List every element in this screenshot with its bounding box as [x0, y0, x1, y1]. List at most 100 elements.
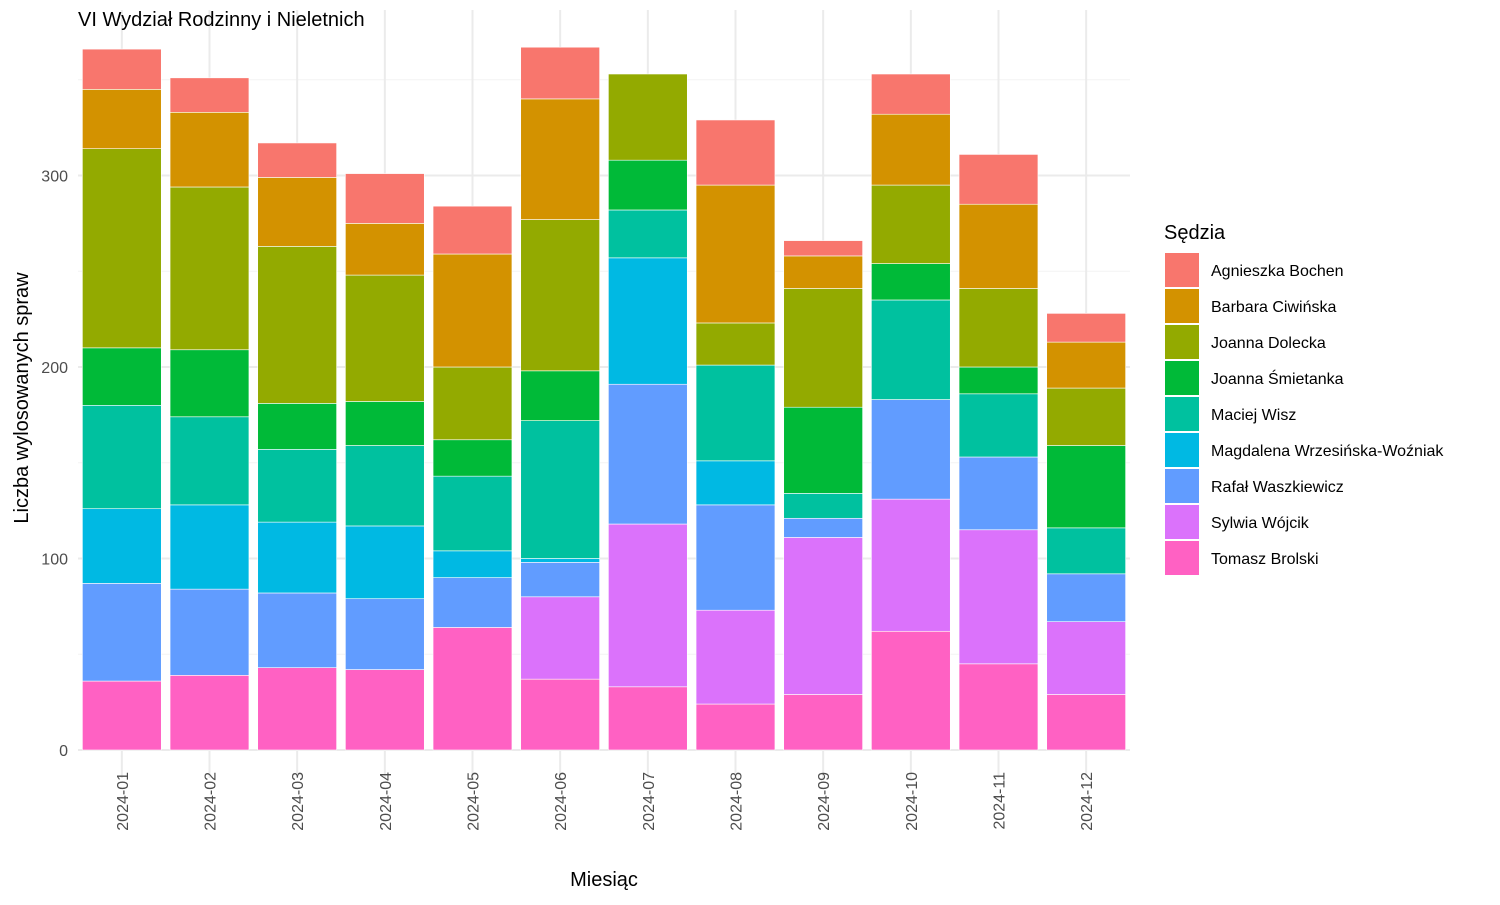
bar-segment [783, 406, 863, 494]
legend-title: Sędzia [1164, 222, 1226, 244]
bar-segment [345, 669, 425, 751]
bar-segment [520, 98, 600, 220]
legend-item: Barbara Ciwińska [1165, 289, 1336, 323]
legend: Sędzia Agnieszka Bochen Barbara Ciwińska J… [1164, 222, 1444, 575]
legend-label: Tomasz Brolski [1211, 551, 1319, 568]
legend-label: Agnieszka Bochen [1211, 263, 1344, 280]
legend-label: Joanna Śmietanka [1211, 369, 1344, 388]
bar-segment [82, 404, 162, 510]
bar-segment [82, 680, 162, 751]
bar-segment [345, 525, 425, 600]
bar-segment [608, 686, 688, 751]
bar-segment [520, 46, 600, 100]
bar-segment [82, 583, 162, 682]
legend-item: Tomasz Brolski [1165, 541, 1319, 575]
bar-segment [1046, 341, 1126, 389]
y-axis-title: Liczba wylosowanych spraw [11, 272, 33, 524]
bar-segment [432, 366, 513, 441]
bar-segment [958, 203, 1039, 289]
bar-segment [432, 550, 513, 578]
legend-label: Joanna Dolecka [1211, 335, 1326, 352]
bar-segment [257, 521, 337, 594]
chart-title: VI Wydział Rodzinny i Nieletnich [78, 9, 365, 31]
bar-segment [1046, 527, 1126, 575]
bar-segment [608, 383, 688, 525]
bar-segment [432, 253, 513, 368]
y-tick-label: 100 [41, 552, 68, 569]
bar-segment [695, 703, 776, 751]
bar-segment [783, 493, 863, 519]
bar-segment [871, 263, 951, 301]
axis-layer: 0 100 200 300 2024-01 2024-02 2024-03 2024-04 20… [41, 169, 1096, 831]
legend-swatch [1165, 505, 1199, 539]
legend-item: Rafał Waszkiewicz [1165, 469, 1344, 503]
bar-segment [695, 460, 776, 506]
bar-segment [520, 678, 600, 751]
x-tick-label: 2024-09 [816, 772, 833, 831]
bar-segment [169, 416, 250, 506]
bar-segment [432, 475, 513, 552]
bar-segment [257, 449, 337, 523]
bar-segment [783, 240, 863, 257]
bar-segment [608, 257, 688, 385]
x-tick-label: 2024-12 [1079, 772, 1096, 831]
x-axis-title: Miesiąc [570, 869, 638, 891]
legend-label: Magdalena Wrzesińska-Woźniak [1211, 443, 1444, 460]
bar-segment [520, 562, 600, 598]
bar-segment [695, 609, 776, 705]
bar-segment [257, 667, 337, 751]
bar-segment [958, 288, 1039, 368]
bar-segment [695, 184, 776, 324]
legend-swatch [1165, 253, 1199, 287]
bar-segment [432, 627, 513, 751]
bar-segment [608, 209, 688, 259]
legend-item: Agnieszka Bochen [1165, 253, 1344, 287]
bar-segment [345, 445, 425, 527]
bar-segment [169, 349, 250, 418]
bar-segment [520, 558, 600, 563]
x-tick-label: 2024-11 [992, 772, 1009, 830]
bar-segment [958, 393, 1039, 458]
bar-segment [169, 504, 250, 590]
bar-segment [958, 154, 1039, 205]
bar-segment [871, 630, 951, 751]
bar-segment [871, 73, 951, 115]
bar-segment [345, 401, 425, 446]
bar-segment [169, 112, 250, 188]
bar-segment [257, 142, 337, 178]
legend-items: Agnieszka Bochen Barbara Ciwińska Joanna D… [1165, 253, 1444, 575]
legend-item: Maciej Wisz [1165, 397, 1296, 431]
bar-segment [958, 529, 1039, 665]
legend-swatch [1165, 289, 1199, 323]
bar-segment [257, 403, 337, 450]
bar-segment [257, 592, 337, 668]
bar-segment [82, 89, 162, 149]
bar-segment [871, 299, 951, 400]
x-tick-label: 2024-04 [378, 772, 395, 831]
bar-segment [257, 246, 337, 404]
bar-segment [432, 577, 513, 628]
bar-segment [169, 588, 250, 676]
bar-segment [169, 186, 250, 351]
legend-swatch [1165, 397, 1199, 431]
bar-segment [608, 523, 688, 688]
bar-segment [520, 370, 600, 421]
bars-layer [82, 46, 1126, 751]
bar-segment [520, 596, 600, 680]
y-tick-label: 200 [41, 360, 68, 377]
bar-segment [1046, 621, 1126, 695]
bar-segment [82, 508, 162, 584]
bar-segment [608, 159, 688, 211]
bar-segment [82, 347, 162, 406]
bar-segment [871, 498, 951, 632]
legend-swatch [1165, 469, 1199, 503]
y-tick-label: 300 [41, 169, 68, 186]
x-tick-label: 2024-01 [115, 772, 132, 831]
legend-item: Sylwia Wójcik [1165, 505, 1310, 539]
bar-segment [958, 366, 1039, 395]
bar-segment [695, 364, 776, 462]
bar-segment [257, 177, 337, 247]
x-tick-label: 2024-07 [641, 772, 658, 831]
legend-label: Maciej Wisz [1211, 407, 1296, 424]
